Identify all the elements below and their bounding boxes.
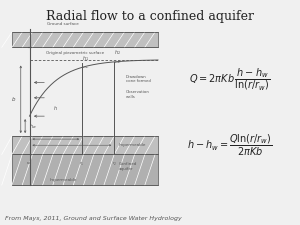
Text: $r_2$: $r_2$ [112, 160, 117, 168]
Text: From Mays, 2011, Ground and Surface Water Hydrology: From Mays, 2011, Ground and Surface Wate… [5, 216, 182, 221]
Text: Original piezometric surface: Original piezometric surface [46, 51, 104, 55]
Text: $h_2$: $h_2$ [114, 48, 121, 57]
Text: $r_1$: $r_1$ [80, 160, 85, 168]
Polygon shape [12, 136, 158, 154]
Text: $r_w$: $r_w$ [26, 160, 32, 167]
Text: $h_w$: $h_w$ [29, 122, 37, 130]
Text: $h - h_w = \dfrac{Q\ln(r/r_w)}{2\pi Kb}$: $h - h_w = \dfrac{Q\ln(r/r_w)}{2\pi Kb}$ [187, 133, 273, 158]
Text: $Q = 2\pi Kb\,\dfrac{h - h_w}{\ln(r/r_w)}$: $Q = 2\pi Kb\,\dfrac{h - h_w}{\ln(r/r_w)… [189, 67, 271, 93]
Text: Drawdown
cone formed: Drawdown cone formed [126, 75, 151, 83]
Text: $h_1$: $h_1$ [82, 54, 88, 63]
Text: $b$: $b$ [11, 95, 16, 103]
Text: $h$: $h$ [53, 104, 58, 112]
Text: Confined
aquifer: Confined aquifer [118, 162, 137, 171]
Text: Observation
wells: Observation wells [126, 90, 150, 99]
Text: Impermeable: Impermeable [50, 178, 77, 182]
Polygon shape [12, 154, 158, 185]
Text: Impermeable: Impermeable [118, 143, 146, 147]
Polygon shape [12, 32, 158, 47]
Text: Radial flow to a confined aquifer: Radial flow to a confined aquifer [46, 10, 254, 23]
Text: Ground surface: Ground surface [47, 22, 79, 26]
